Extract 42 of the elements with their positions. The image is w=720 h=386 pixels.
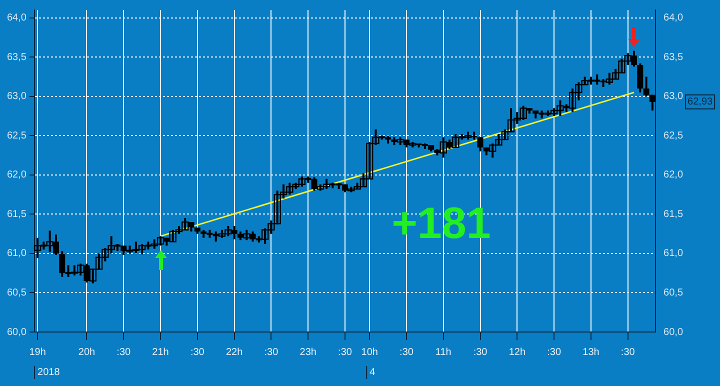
x-tick-label: :30	[400, 346, 414, 358]
y2-tick-label: 61,5	[664, 208, 684, 220]
y2-tick-label: 63,0	[664, 91, 684, 102]
y-tick-label: 61,0	[6, 248, 27, 260]
y2-tick-label: 61,0	[664, 248, 684, 260]
y-tick-label: 62,0	[6, 170, 27, 181]
text: 2018	[38, 366, 60, 378]
x-tick-label: 22h	[226, 346, 243, 358]
x-tick-label: 10h	[361, 346, 378, 358]
y2-tick-label: 62,0	[664, 170, 684, 181]
y-tick-label: 60,5	[6, 287, 27, 298]
x-tick-label: 13h	[582, 346, 600, 358]
candlestick	[477, 136, 484, 152]
y2-tick-label: 63,5	[664, 52, 684, 63]
candlestick	[643, 76, 650, 98]
y-tick-label: 64,0	[6, 12, 27, 24]
y-tick-label: 63,0	[6, 91, 27, 102]
x-tick-label: 12h	[508, 346, 526, 358]
text: 62,93	[688, 96, 713, 108]
x-tick-label: :30	[264, 346, 279, 358]
y-tick-label: 62,5	[6, 130, 27, 142]
y2-tick-label: 60,5	[664, 287, 684, 298]
x-tick-label: :30	[620, 346, 636, 358]
y2-tick-label: 60,0	[664, 326, 684, 338]
x-tick-label: 19h	[29, 346, 46, 358]
candlestick	[637, 62, 644, 94]
y2-tick-label: 62,5	[664, 130, 684, 142]
x-tick-label: :30	[116, 346, 132, 358]
y-tick-label: 63,5	[6, 52, 27, 63]
x-tick-label: 20h	[78, 346, 96, 358]
y2-tick-label: 64,0	[664, 12, 684, 24]
x-tick-label: 23h	[300, 346, 316, 358]
x-tick-label: :30	[190, 346, 205, 358]
y-tick-label: 61,5	[6, 208, 27, 220]
x-tick-label: :30	[473, 346, 488, 358]
x-tick-label: :30	[338, 346, 352, 358]
y-tick-label: 60,0	[6, 326, 27, 338]
x-tick-label: 21h	[152, 346, 169, 358]
x-tick-label: :30	[547, 346, 562, 358]
text: 4	[370, 366, 376, 378]
candlestick	[649, 94, 656, 112]
x-tick-label: 11h	[435, 346, 452, 358]
